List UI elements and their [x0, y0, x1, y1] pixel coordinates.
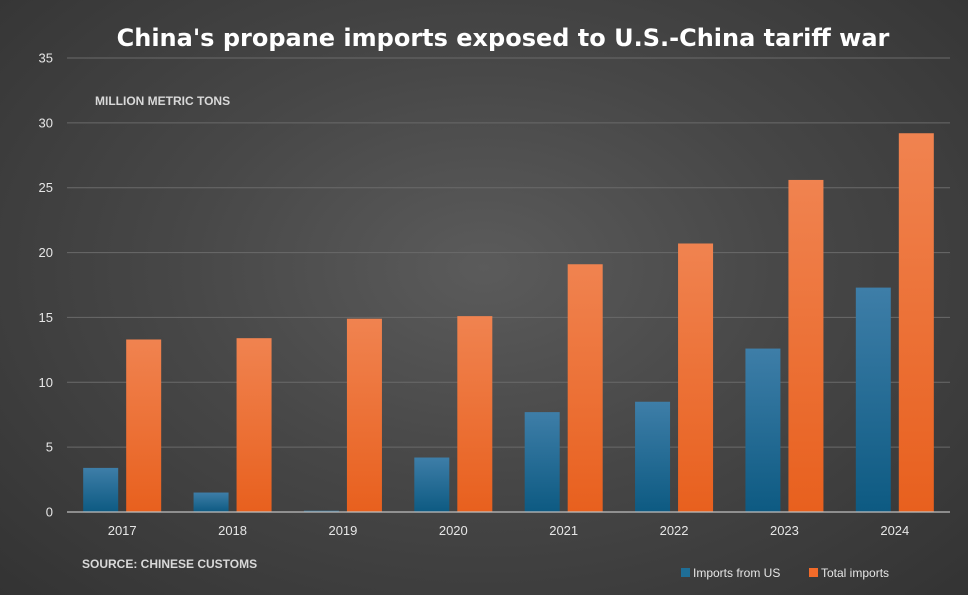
bar-total-imports-2020	[457, 316, 493, 512]
bars	[83, 133, 934, 512]
legend-label-total-imports: Total imports	[821, 566, 889, 580]
x-tick-label: 2017	[108, 523, 137, 538]
bar-imports-from-us-2023	[745, 348, 781, 512]
legend-label-imports-from-us: Imports from US	[693, 566, 780, 580]
bar-total-imports-2022	[678, 243, 714, 512]
legend-swatch-total-imports	[809, 568, 818, 577]
source-note: SOURCE: CHINESE CUSTOMS	[82, 557, 257, 571]
x-tick-label: 2024	[880, 523, 909, 538]
x-tick-label: 2021	[549, 523, 578, 538]
bar-imports-from-us-2019	[303, 510, 339, 512]
y-tick-label: 20	[39, 245, 53, 260]
y-axis-ticks: 0 5 10 15 20 25 30 35	[39, 51, 53, 520]
bar-total-imports-2017	[126, 339, 162, 512]
x-tick-label: 2020	[439, 523, 468, 538]
bar-total-imports-2019	[346, 318, 382, 512]
gridlines	[67, 57, 950, 448]
bar-imports-from-us-2017	[83, 467, 119, 512]
legend-swatch-imports-from-us	[681, 568, 690, 577]
bar-total-imports-2024	[898, 133, 934, 512]
bar-imports-from-us-2021	[524, 412, 560, 512]
x-tick-label: 2019	[328, 523, 357, 538]
x-axis-ticks: 2017 2018 2019 2020 2021 2022 2023 2024	[108, 523, 910, 538]
y-tick-label: 30	[39, 115, 53, 130]
bar-imports-from-us-2018	[193, 492, 229, 512]
x-tick-label: 2022	[660, 523, 689, 538]
y-tick-label: 25	[39, 180, 53, 195]
y-tick-label: 10	[39, 375, 53, 390]
chart-title: China's propane imports exposed to U.S.-…	[117, 24, 890, 52]
bar-imports-from-us-2022	[635, 401, 671, 512]
bar-total-imports-2021	[567, 264, 603, 512]
x-tick-label: 2018	[218, 523, 247, 538]
y-tick-label: 5	[46, 440, 53, 455]
y-tick-label: 15	[39, 310, 53, 325]
bar-total-imports-2023	[788, 179, 824, 512]
bar-total-imports-2018	[236, 338, 272, 512]
legend: Imports from US Total imports	[681, 566, 889, 580]
bar-imports-from-us-2020	[414, 457, 450, 512]
y-tick-label: 35	[39, 51, 53, 66]
bar-imports-from-us-2024	[855, 287, 891, 512]
y-axis-unit-label: MILLION METRIC TONS	[95, 94, 230, 108]
x-tick-label: 2023	[770, 523, 799, 538]
y-tick-label: 0	[46, 505, 53, 520]
